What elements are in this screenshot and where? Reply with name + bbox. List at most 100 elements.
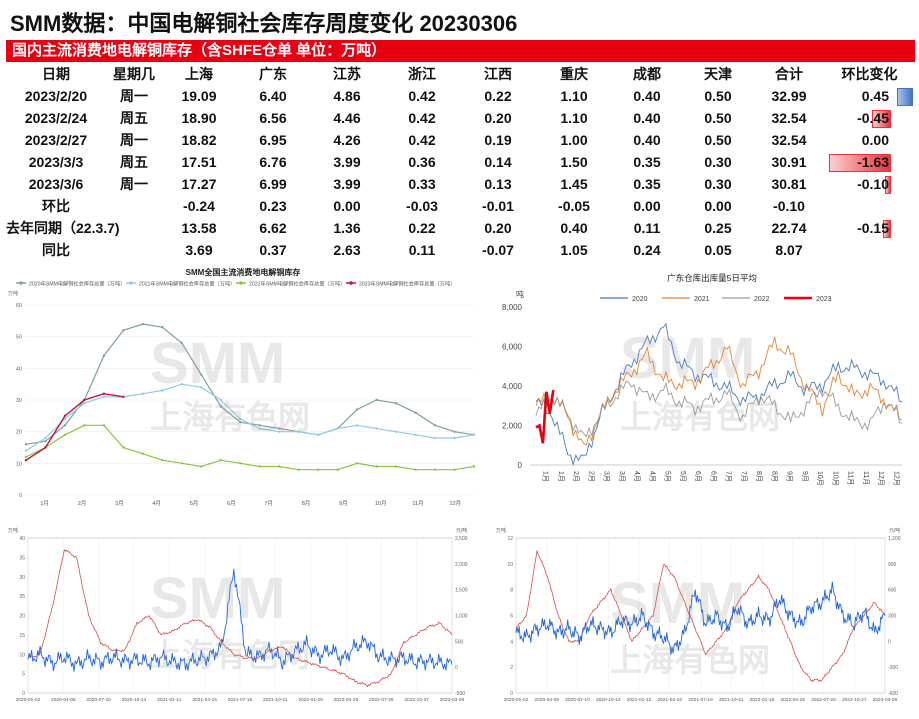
data-point [375, 465, 378, 468]
x-tick-label: 2021-07-16 [228, 697, 253, 703]
y-tick-label: 40 [16, 366, 22, 372]
y2-tick-label: 2,500 [455, 536, 468, 542]
shanghai-inventory-premium-chart-svg: 上海库存和升贴水万吨元/吨0510152025303540-50005001,0… [8, 507, 468, 703]
table-banner: 国内主流消费地电解铜库存（含SHFE仓单 单位：万吨） [6, 40, 915, 62]
x-tick-label: 2021-01-11 [157, 697, 182, 703]
x-tick-label: 2020-07-10 [86, 697, 111, 703]
table-cell: 0.33 [408, 176, 436, 192]
legend-label: 2022 [754, 296, 770, 303]
y-tick-label: 6 [510, 614, 513, 620]
data-point [433, 436, 437, 440]
data-point [180, 462, 183, 465]
x-tick-label: 4月 [648, 471, 656, 482]
x-tick-label: 9月 [786, 471, 794, 482]
table-cell: 22.74 [771, 220, 807, 236]
y-tick-label: 0 [19, 493, 22, 499]
x-tick-label: 2023-03-06 [440, 697, 465, 703]
table-cell: 0.19 [484, 132, 512, 148]
table-cell: 0.00 [633, 198, 661, 214]
data-point [355, 408, 359, 411]
table-cell: 周五 [120, 110, 148, 126]
y2-tick-label: 2,000 [455, 562, 468, 568]
x-tick-label: 12月 [892, 471, 900, 486]
table-cell: -0.03 [406, 198, 438, 214]
table-row: 环比 -0.24 0.23 0.00 -0.03 -0.01 -0.05 0.00 0.00 -0… [6, 195, 915, 217]
table-cell: 0.50 [704, 132, 732, 148]
data-point [161, 326, 164, 329]
data-point [102, 424, 106, 427]
data-point [44, 446, 47, 449]
column-header: 合计 [775, 66, 803, 82]
table-cell [106, 239, 162, 261]
x-tick-label: 10月 [831, 471, 839, 486]
table-cell: 0.40 [633, 88, 661, 104]
table-row: 2023/3/3 周五 17.51 6.76 3.99 0.36 0.14 1.50 0.35 0… [6, 151, 915, 173]
data-point [24, 449, 28, 452]
x-tick-label: 2020-10-14 [122, 697, 147, 703]
x-tick-label: 6月 [694, 471, 702, 482]
table-header-row: 日期 星期几 上海 广东 江苏 浙江 江西 重庆 成都 天津 合计 环比变化 [6, 63, 915, 85]
table-cell: 1.45 [560, 176, 588, 192]
x-tick-label: 6月 [709, 471, 717, 482]
x-tick-label: 9月 [339, 500, 348, 507]
x-tick-label: 7月 [725, 471, 733, 482]
data-point [102, 354, 106, 357]
data-point [102, 395, 106, 398]
data-point [180, 383, 183, 386]
data-point [161, 389, 164, 392]
table-row: 2023/2/27 周一 18.82 6.95 4.26 0.42 0.19 1.00 0.40… [6, 129, 915, 151]
x-tick-label: 2020-04-08 [51, 697, 76, 703]
data-point [414, 411, 417, 414]
legend-label: 2023年SMM电解铜社会库存总量（万吨） [359, 280, 455, 288]
x-tick-label: 2021-04-15 [192, 697, 217, 703]
table-cell: 0.45 [824, 85, 915, 107]
table-cell: 6.40 [259, 88, 287, 104]
data-point [24, 443, 28, 446]
table-cell: 1.00 [560, 132, 588, 148]
y-tick-label: 30 [16, 398, 22, 404]
table-row: 2023/2/20 周一 19.09 6.40 4.86 0.42 0.22 1.10 0.40… [6, 85, 915, 107]
data-point [24, 455, 28, 459]
table-cell [824, 239, 915, 261]
table-cell: 3.69 [185, 242, 213, 258]
y-tick-label: 25 [19, 594, 25, 600]
table-cell: 0.22 [484, 88, 512, 104]
national-inventory-chart-svg: SMM全国主流消费地电解铜库存 2020年SMM电解铜社会库存总量（万吨） 2021… [8, 267, 476, 507]
data-point [83, 398, 86, 402]
table-cell: 周一 [120, 132, 148, 148]
x-tick-label: 2021-10-21 [263, 697, 288, 703]
table-cell: 2023/2/20 [24, 88, 88, 104]
legend-label: 2020 [632, 296, 648, 303]
series-line [25, 323, 475, 445]
data-point [83, 424, 86, 427]
table-cell: -0.15 [857, 220, 891, 238]
x-tick-label: 12月 [877, 471, 885, 486]
series-line [25, 383, 475, 452]
data-point [258, 465, 261, 468]
change-bar [885, 176, 891, 194]
table-cell: -0.10 [857, 176, 891, 194]
series-line [535, 322, 903, 467]
series-line [535, 389, 555, 444]
data-point [200, 373, 203, 376]
data-point [278, 430, 281, 433]
x-tick-label: 6月 [227, 500, 236, 507]
legend-label: 2021 [694, 296, 710, 303]
y-tick-label: 20 [19, 614, 25, 620]
data-point [278, 465, 281, 468]
x-tick-label: 2月 [78, 500, 87, 507]
y2-tick-label: 300 [888, 614, 897, 620]
y2-tick-label: 900 [888, 562, 897, 568]
table-cell: 30.91 [771, 154, 807, 170]
x-tick-label: 2022-07-26 [811, 697, 836, 703]
data-point [258, 427, 261, 430]
table-cell: 6.56 [259, 110, 287, 126]
table-cell: 0.00 [861, 132, 889, 148]
legend-marker [239, 281, 243, 285]
table-cell: -0.05 [558, 198, 590, 214]
x-tick-label: 2020-07-10 [565, 697, 590, 703]
x-tick-label: 5月 [664, 471, 672, 482]
data-point [453, 468, 456, 471]
y-axis-unit: 万吨 [8, 527, 18, 534]
table-row: 同比 3.69 0.37 2.63 0.11 -0.07 1.05 0.24 0.05 8.07 [6, 239, 915, 261]
